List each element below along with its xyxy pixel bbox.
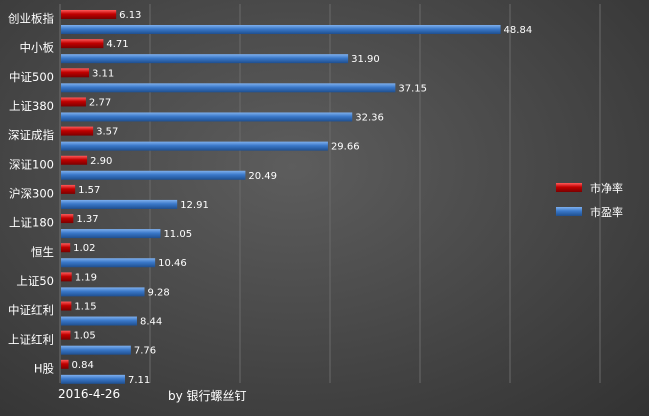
bar-pe — [61, 287, 145, 297]
data-label: 0.84 — [72, 360, 94, 371]
legend-swatch — [556, 207, 582, 216]
category-label: 深证成指 — [8, 128, 54, 142]
bar-pe — [61, 54, 349, 64]
category-label: 沪深300 — [9, 187, 54, 201]
category-label: 中证红利 — [8, 303, 54, 317]
data-label: 1.57 — [78, 185, 100, 196]
bar-pb — [61, 301, 72, 311]
bar-pb — [61, 68, 89, 78]
bar-pe — [61, 374, 125, 384]
data-label: 6.13 — [119, 10, 141, 21]
bar-pb — [61, 359, 69, 369]
bar-pe — [61, 229, 161, 239]
legend-label: 市盈率 — [590, 205, 623, 219]
legend-swatch — [556, 183, 582, 192]
data-label: 48.84 — [504, 25, 533, 36]
data-label: 1.05 — [73, 331, 95, 342]
gridlines — [149, 4, 601, 383]
bar-pb — [61, 214, 74, 224]
data-label: 20.49 — [248, 171, 277, 182]
bar-pe — [61, 199, 178, 209]
bar-pe — [61, 345, 131, 355]
footer-date: 2016-4-26 — [58, 387, 121, 401]
bar-pb — [61, 155, 88, 165]
bar-pe — [61, 170, 246, 180]
data-label: 4.71 — [106, 39, 128, 50]
bar-pe — [61, 83, 396, 93]
data-label: 7.11 — [128, 375, 150, 386]
category-label: 创业板指 — [8, 12, 54, 26]
category-label: 上证180 — [9, 216, 54, 230]
data-label: 2.77 — [89, 97, 111, 108]
data-label: 7.76 — [134, 346, 156, 357]
data-label: 1.15 — [74, 302, 96, 313]
data-label: 32.36 — [355, 112, 384, 123]
bars — [61, 10, 501, 384]
bar-pb — [61, 272, 72, 282]
bar-pb — [61, 39, 104, 49]
bar-pb — [61, 97, 86, 107]
data-label: 1.02 — [73, 243, 95, 254]
data-label: 37.15 — [398, 83, 427, 94]
bar-pe — [61, 258, 156, 268]
data-label: 31.90 — [351, 54, 380, 65]
bar-pe — [61, 141, 328, 151]
category-label: H股 — [34, 361, 55, 375]
bar-pb — [61, 330, 71, 340]
bar-pe — [61, 25, 501, 34]
category-label: 上证50 — [16, 274, 54, 288]
category-label: 恒生 — [31, 245, 54, 259]
footer-credit: by 银行螺丝钉 — [168, 389, 247, 403]
data-label: 3.57 — [96, 127, 118, 138]
bar-pe — [61, 112, 353, 122]
data-label: 2.90 — [90, 156, 112, 167]
data-label: 29.66 — [331, 142, 360, 153]
legend-label: 市净率 — [590, 181, 623, 195]
data-label: 8.44 — [140, 317, 162, 328]
data-label: 10.46 — [158, 258, 187, 269]
bar-pe — [61, 316, 137, 326]
data-label: 1.37 — [76, 214, 98, 225]
value-labels: 6.13 48.84 4.71 31.90 3.11 37.15 2.77 32.36 3.57… — [72, 10, 533, 386]
data-label: 1.19 — [75, 272, 97, 283]
bar-pb — [61, 243, 71, 253]
category-label: 中证500 — [9, 70, 54, 84]
bar-pb — [61, 10, 117, 19]
data-label: 3.11 — [92, 68, 114, 79]
bar-pb — [61, 126, 94, 136]
category-label: 深证100 — [9, 157, 54, 171]
data-label: 12.91 — [180, 200, 209, 211]
category-label: 上证红利 — [8, 332, 54, 346]
bar-pb — [61, 184, 76, 194]
data-label: 11.05 — [163, 229, 192, 240]
data-label: 9.28 — [148, 287, 170, 298]
category-label: 上证380 — [9, 99, 54, 113]
category-label: 中小板 — [20, 41, 55, 55]
